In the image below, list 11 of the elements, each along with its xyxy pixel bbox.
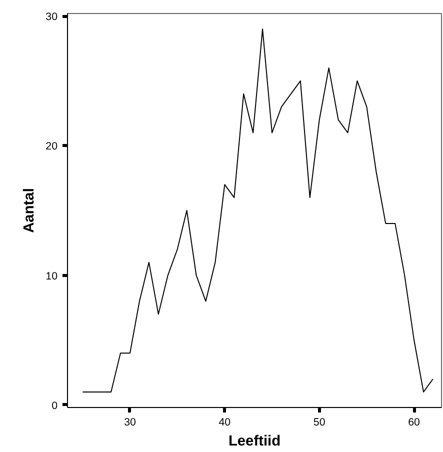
x-tick-label: 50 xyxy=(313,416,326,428)
y-tick-label: 20 xyxy=(46,140,58,153)
x-tick-label: 30 xyxy=(124,416,136,428)
y-tick-label: 30 xyxy=(46,11,58,24)
x-axis-title: Leeftiid xyxy=(228,434,281,450)
y-axis-title: Aantal xyxy=(22,188,38,233)
y-tick-label: 0 xyxy=(52,400,58,412)
x-tick-label: 60 xyxy=(408,416,420,428)
y-tick-label: 10 xyxy=(46,270,58,282)
x-tick-label: 40 xyxy=(218,416,231,428)
line-series xyxy=(82,28,434,392)
